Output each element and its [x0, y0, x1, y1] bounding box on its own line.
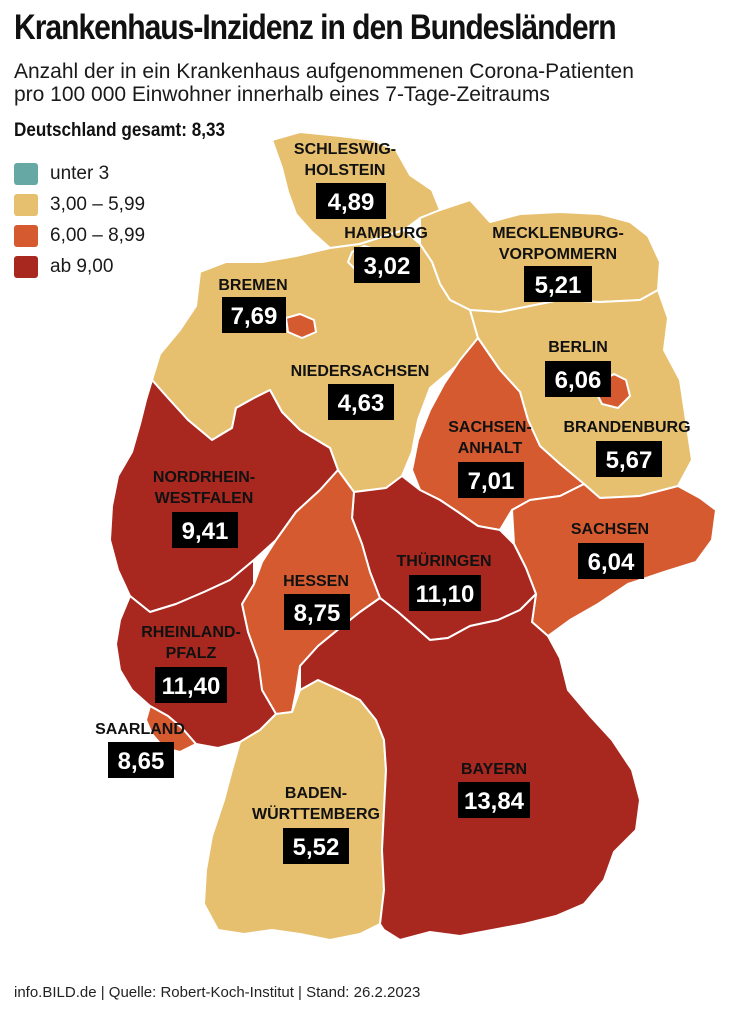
value-badge [458, 782, 530, 818]
value-badge [283, 828, 349, 864]
legend-item-3-to-6: 3,00 – 5,99 [14, 189, 145, 220]
state-name: SACHSEN [571, 521, 649, 538]
value-badge [284, 594, 350, 630]
state-value: 11,40 [162, 673, 221, 700]
state-name: HOLSTEIN [305, 162, 386, 179]
legend: unter 3 3,00 – 5,99 6,00 – 8,99 ab 9,00 [14, 158, 145, 282]
state-name: ANHALT [458, 440, 523, 457]
label-baden-wuerttemberg: BADEN- WÜRTTEMBERG 5,52 [252, 785, 380, 864]
value-badge [222, 297, 286, 333]
legend-swatch [14, 162, 38, 185]
state-name: BADEN- [285, 785, 347, 802]
value-badge [545, 361, 611, 397]
state-name: SCHLESWIG- [294, 141, 396, 158]
legend-item-from-9: ab 9,00 [14, 251, 145, 282]
state-name: HESSEN [283, 573, 349, 590]
legend-label: ab 9,00 [50, 255, 114, 277]
legend-item-6-to-9: 6,00 – 8,99 [14, 220, 145, 251]
value-badge [458, 462, 524, 498]
state-value: 4,63 [338, 390, 385, 417]
legend-label: unter 3 [50, 162, 110, 184]
state-value: 5,21 [535, 272, 582, 299]
state-name: THÜRINGEN [396, 551, 491, 570]
legend-swatch [14, 255, 38, 278]
label-mecklenburg-vorpommern: MECKLENBURG- VORPOMMERN 5,21 [492, 225, 624, 302]
legend-swatch [14, 193, 38, 216]
state-value: 8,65 [118, 748, 165, 775]
label-hessen: HESSEN 8,75 [283, 573, 350, 630]
state-name: PFALZ [166, 645, 217, 662]
map-subtitle: Anzahl der in ein Krankenhaus aufgenomme… [14, 60, 634, 106]
state-name: BREMEN [218, 277, 287, 294]
state-name: BERLIN [548, 339, 608, 356]
state-name: NORDRHEIN- [153, 469, 255, 486]
state-name: RHEINLAND- [141, 624, 241, 641]
legend-swatch [14, 224, 38, 247]
label-brandenburg: BRANDENBURG 5,67 [563, 419, 691, 477]
state-value: 3,02 [364, 253, 411, 280]
label-bremen: BREMEN 7,69 [218, 277, 288, 333]
value-badge [354, 247, 420, 283]
value-badge [172, 512, 238, 548]
state-name: BAYERN [461, 761, 527, 778]
germany-total: Deutschland gesamt: 8,33 [14, 120, 225, 141]
state-value: 13,84 [464, 788, 525, 815]
value-badge [409, 575, 481, 611]
value-badge [524, 266, 592, 302]
state-value: 6,06 [555, 367, 602, 394]
state-value: 5,52 [293, 834, 340, 861]
map-title: Krankenhaus-Inzidenz in den Bundesländer… [14, 8, 617, 47]
label-sachsen-anhalt: SACHSEN- ANHALT 7,01 [448, 419, 532, 498]
state-name: SACHSEN- [448, 419, 532, 436]
state-name: WÜRTTEMBERG [252, 804, 380, 823]
label-hamburg: HAMBURG 3,02 [344, 225, 428, 283]
label-rheinland-pfalz: RHEINLAND- PFALZ 11,40 [141, 624, 241, 703]
state-value: 11,10 [416, 581, 475, 608]
label-bayern: BAYERN 13,84 [458, 761, 530, 818]
value-badge [578, 543, 644, 579]
state-name: SAARLAND [95, 721, 185, 738]
label-schleswig-holstein: SCHLESWIG- HOLSTEIN 4,89 [294, 141, 396, 219]
legend-item-under-3: unter 3 [14, 158, 145, 189]
region-saarland[interactable] [145, 705, 197, 753]
state-value: 7,01 [468, 468, 515, 495]
label-thueringen: THÜRINGEN 11,10 [396, 551, 492, 611]
region-bayern[interactable] [299, 593, 641, 941]
region-bremen[interactable] [285, 313, 317, 339]
state-value: 5,67 [606, 447, 653, 474]
value-badge [328, 384, 394, 420]
state-name: VORPOMMERN [499, 246, 617, 263]
source-footer: info.BILD.de | Quelle: Robert-Koch-Insti… [14, 984, 421, 1001]
state-value: 7,69 [231, 303, 278, 330]
legend-label: 6,00 – 8,99 [50, 224, 146, 246]
value-badge [108, 742, 174, 778]
value-badge [155, 667, 227, 703]
state-value: 4,89 [328, 189, 375, 216]
state-name: NIEDERSACHSEN [291, 363, 430, 380]
state-value: 6,04 [588, 549, 635, 576]
state-name: HAMBURG [344, 225, 428, 242]
label-berlin: BERLIN 6,06 [545, 339, 611, 397]
value-badge [316, 183, 386, 219]
label-sachsen: SACHSEN 6,04 [571, 521, 649, 579]
state-name: BRANDENBURG [563, 419, 690, 436]
value-badge [596, 441, 662, 477]
label-niedersachsen: NIEDERSACHSEN 4,63 [291, 363, 430, 420]
label-nordrhein-westfalen: NORDRHEIN- WESTFALEN 9,41 [153, 469, 255, 548]
state-value: 8,75 [294, 600, 341, 627]
state-value: 9,41 [182, 518, 229, 545]
state-name: MECKLENBURG- [492, 225, 624, 242]
legend-label: 3,00 – 5,99 [50, 193, 146, 215]
state-name: WESTFALEN [155, 490, 254, 507]
label-saarland: SAARLAND 8,65 [95, 721, 185, 778]
